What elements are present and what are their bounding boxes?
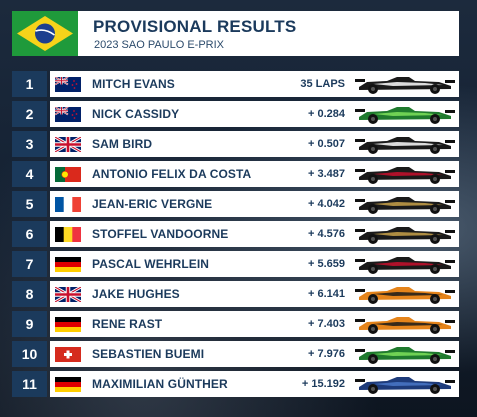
gap-time: 35 LAPS (300, 78, 345, 90)
gap-time: + 4.042 (307, 198, 345, 210)
driver-name: RENE RAST (92, 317, 163, 331)
result-row: 3 SAM BIRD + 0.507 (12, 131, 459, 157)
position-number: 2 (12, 101, 47, 127)
result-row: 8 JAKE HUGHES + 6.141 (12, 281, 459, 307)
car-livery-icon (353, 343, 457, 365)
position-number: 7 (12, 251, 47, 277)
gap-time: + 0.284 (307, 108, 345, 120)
car-livery-icon (353, 133, 457, 155)
result-row: 2 NICK CASSIDY + 0.284 (12, 101, 459, 127)
car-livery-icon (353, 313, 457, 335)
driver-name: MITCH EVANS (92, 77, 175, 91)
result-bar: JAKE HUGHES + 6.141 (50, 281, 459, 307)
new-zealand-flag-icon (55, 77, 81, 92)
result-row: 1 MITCH EVANS 35 LAPS (12, 71, 459, 97)
result-bar: ANTONIO FELIX DA COSTA + 3.487 (50, 161, 459, 187)
page-subtitle: 2023 SAO PAULO E-PRIX (94, 39, 225, 51)
driver-name: ANTONIO FELIX DA COSTA (92, 167, 252, 181)
gap-time: + 7.403 (307, 318, 345, 330)
car-livery-icon (353, 73, 457, 95)
result-bar: RENE RAST + 7.403 (50, 311, 459, 337)
driver-name: SAM BIRD (92, 137, 153, 151)
result-bar: PASCAL WEHRLEIN + 5.659 (50, 251, 459, 277)
portugal-flag-icon (55, 167, 81, 182)
result-row: 11 MAXIMILIAN GÜNTHER + 15.192 (12, 371, 459, 397)
gap-time: + 3.487 (307, 168, 345, 180)
belgium-flag-icon (55, 227, 81, 242)
brazil-flag-icon (12, 11, 78, 56)
uk-flag-icon (55, 137, 81, 152)
car-livery-icon (353, 103, 457, 125)
results-list: 1 MITCH EVANS 35 LAPS 2 NICK CASSIDY + 0.284 3… (12, 71, 459, 401)
car-livery-icon (353, 163, 457, 185)
result-bar: MAXIMILIAN GÜNTHER + 15.192 (50, 371, 459, 397)
driver-name: SEBASTIEN BUEMI (92, 347, 205, 361)
germany-flag-icon (55, 317, 81, 332)
result-row: 10 SEBASTIEN BUEMI + 7.976 (12, 341, 459, 367)
new-zealand-flag-icon (55, 107, 81, 122)
page-title: PROVISIONAL RESULTS (93, 17, 297, 36)
gap-time: + 6.141 (307, 288, 345, 300)
gap-time: + 0.507 (307, 138, 345, 150)
switzerland-flag-icon (55, 347, 81, 362)
result-bar: JEAN-ERIC VERGNE + 4.042 (50, 191, 459, 217)
car-livery-icon (353, 283, 457, 305)
car-livery-icon (353, 223, 457, 245)
position-number: 11 (12, 371, 47, 397)
result-bar: SAM BIRD + 0.507 (50, 131, 459, 157)
position-number: 6 (12, 221, 47, 247)
uk-flag-icon (55, 287, 81, 302)
result-row: 9 RENE RAST + 7.403 (12, 311, 459, 337)
position-number: 3 (12, 131, 47, 157)
result-row: 6 STOFFEL VANDOORNE + 4.576 (12, 221, 459, 247)
result-row: 4 ANTONIO FELIX DA COSTA + 3.487 (12, 161, 459, 187)
germany-flag-icon (55, 377, 81, 392)
driver-name: MAXIMILIAN GÜNTHER (92, 377, 228, 391)
driver-name: JAKE HUGHES (92, 287, 180, 301)
position-number: 9 (12, 311, 47, 337)
result-row: 7 PASCAL WEHRLEIN + 5.659 (12, 251, 459, 277)
result-bar: STOFFEL VANDOORNE + 4.576 (50, 221, 459, 247)
gap-time: + 4.576 (307, 228, 345, 240)
driver-name: JEAN-ERIC VERGNE (92, 197, 213, 211)
position-number: 5 (12, 191, 47, 217)
result-bar: MITCH EVANS 35 LAPS (50, 71, 459, 97)
gap-time: + 7.976 (307, 348, 345, 360)
gap-time: + 15.192 (301, 378, 345, 390)
driver-name: STOFFEL VANDOORNE (92, 227, 229, 241)
driver-name: NICK CASSIDY (92, 107, 180, 121)
result-bar: NICK CASSIDY + 0.284 (50, 101, 459, 127)
position-number: 4 (12, 161, 47, 187)
position-number: 10 (12, 341, 47, 367)
car-livery-icon (353, 253, 457, 275)
germany-flag-icon (55, 257, 81, 272)
car-livery-icon (353, 193, 457, 215)
results-header: PROVISIONAL RESULTS 2023 SAO PAULO E-PRI… (12, 11, 459, 56)
position-number: 1 (12, 71, 47, 97)
driver-name: PASCAL WEHRLEIN (92, 257, 210, 271)
france-flag-icon (55, 197, 81, 212)
position-number: 8 (12, 281, 47, 307)
gap-time: + 5.659 (307, 258, 345, 270)
result-row: 5 JEAN-ERIC VERGNE + 4.042 (12, 191, 459, 217)
car-livery-icon (353, 373, 457, 395)
result-bar: SEBASTIEN BUEMI + 7.976 (50, 341, 459, 367)
